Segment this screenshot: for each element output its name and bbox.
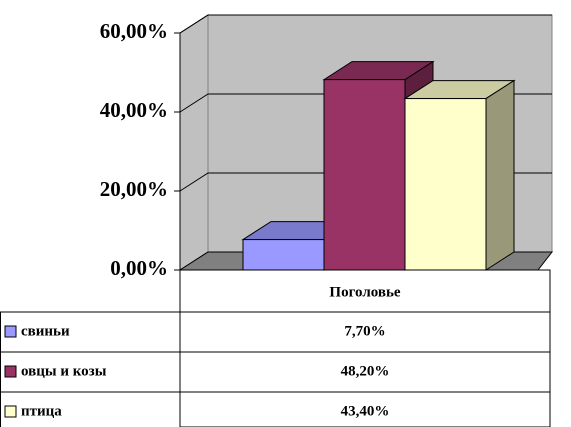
- legend-label: свиньи: [21, 323, 70, 339]
- legend-key: [4, 365, 17, 378]
- bar: [242, 239, 325, 271]
- legend-key: [4, 405, 17, 418]
- legend-label: овцы и козы: [21, 363, 107, 379]
- bar: [323, 79, 406, 271]
- y-tick-label: 20,00%: [100, 177, 168, 201]
- side-wall: [179, 14, 209, 271]
- table-border: [179, 269, 551, 427]
- legend-label: птица: [21, 403, 62, 419]
- y-tick-label: 40,00%: [100, 98, 168, 122]
- table-value: 48,20%: [341, 363, 390, 379]
- y-tick-label: 0,00%: [110, 256, 168, 280]
- legend-key: [4, 325, 17, 338]
- data-table: Поголовье свиньи 7,70% овцы и козы 48,20% пт…: [0, 269, 551, 427]
- bar: [404, 98, 487, 271]
- bar-side: [485, 79, 515, 271]
- table-value: 7,70%: [344, 323, 385, 339]
- grid-line: [179, 14, 552, 34]
- table-value: 43,40%: [341, 403, 390, 419]
- table-header: Поголовье: [329, 284, 400, 300]
- y-tick-label: 60,00%: [100, 19, 168, 43]
